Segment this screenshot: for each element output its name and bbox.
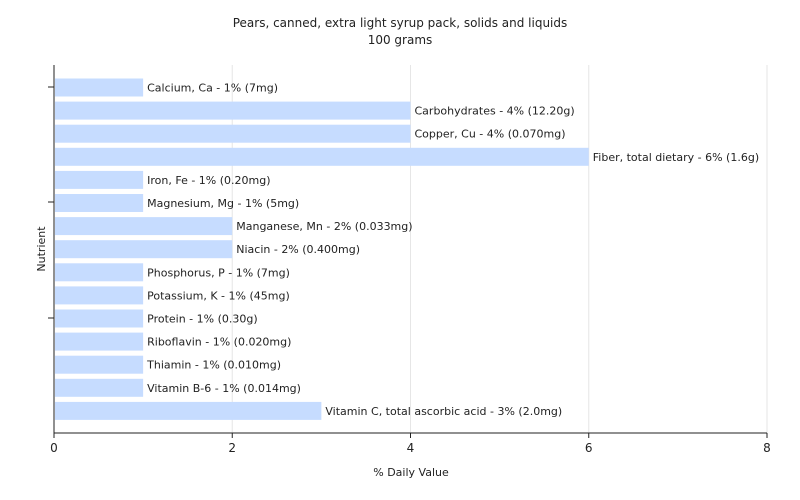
bar [55, 309, 144, 328]
bar [55, 263, 144, 282]
bar-label: Iron, Fe - 1% (0.20mg) [147, 174, 270, 187]
bar [55, 240, 233, 259]
bar-label: Phosphorus, P - 1% (7mg) [147, 266, 290, 279]
bar-label: Fiber, total dietary - 6% (1.6g) [593, 151, 759, 164]
x-tick-label: 8 [763, 441, 771, 455]
bar [55, 401, 322, 420]
bar-label: Niacin - 2% (0.400mg) [236, 243, 360, 256]
bar-label: Protein - 1% (0.30g) [147, 313, 258, 326]
bar [55, 378, 144, 397]
bar-label: Manganese, Mn - 2% (0.033mg) [236, 220, 412, 233]
axes-group: 0 2 4 6 8 [48, 65, 771, 455]
bar [55, 286, 144, 305]
bar [55, 217, 233, 236]
bar [55, 194, 144, 212]
bar [55, 332, 144, 351]
chart-subtitle: 100 grams [368, 33, 433, 47]
y-axis-label: Nutrient [35, 226, 48, 272]
bar-label: Magnesium, Mg - 1% (5mg) [147, 197, 299, 210]
x-tick-label: 2 [228, 441, 236, 455]
bar-label: Calcium, Ca - 1% (7mg) [147, 82, 278, 95]
x-tick-label: 6 [585, 441, 593, 455]
bar-label: Riboflavin - 1% (0.020mg) [147, 336, 291, 349]
bar [55, 147, 589, 166]
bar [55, 78, 144, 97]
x-tick-label: 0 [50, 441, 58, 455]
bar-label: Potassium, K - 1% (45mg) [147, 289, 290, 302]
x-axis-label: % Daily Value [373, 466, 449, 479]
bar-label: Vitamin B-6 - 1% (0.014mg) [147, 382, 301, 395]
bar [55, 101, 411, 120]
bar-label: Carbohydrates - 4% (12.20g) [415, 105, 575, 118]
bar [55, 124, 411, 143]
x-tick-label: 4 [407, 441, 415, 455]
bar-label: Vitamin C, total ascorbic acid - 3% (2.0… [325, 405, 562, 418]
chart-title: Pears, canned, extra light syrup pack, s… [233, 16, 568, 30]
bar [55, 170, 144, 189]
bar-label: Thiamin - 1% (0.010mg) [146, 359, 281, 372]
bar [55, 355, 144, 374]
bars-group: Calcium, Ca - 1% (7mg) Carbohydrates - 4%… [55, 78, 759, 420]
bar-label: Copper, Cu - 4% (0.070mg) [415, 128, 566, 141]
